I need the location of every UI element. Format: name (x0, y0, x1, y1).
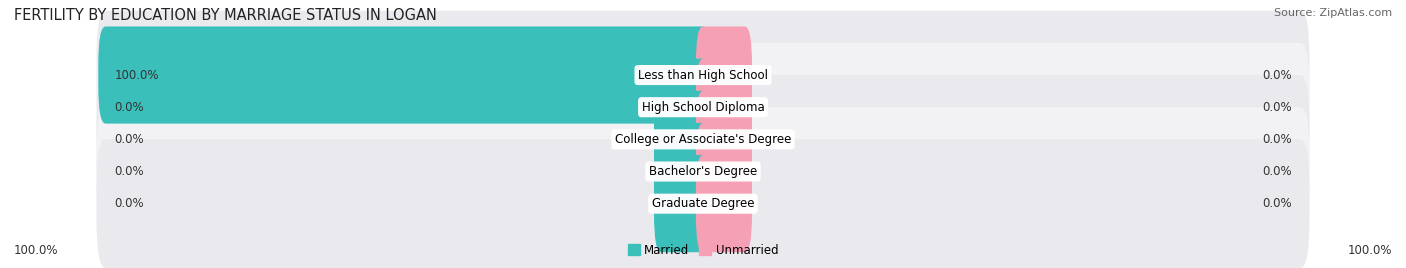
FancyBboxPatch shape (97, 11, 1309, 139)
FancyBboxPatch shape (654, 123, 710, 220)
Text: 0.0%: 0.0% (1263, 101, 1292, 114)
Text: 0.0%: 0.0% (114, 101, 143, 114)
Text: 0.0%: 0.0% (1263, 133, 1292, 146)
Text: Graduate Degree: Graduate Degree (652, 197, 754, 210)
FancyBboxPatch shape (696, 123, 752, 220)
Text: Bachelor's Degree: Bachelor's Degree (650, 165, 756, 178)
FancyBboxPatch shape (696, 91, 752, 188)
Text: High School Diploma: High School Diploma (641, 101, 765, 114)
FancyBboxPatch shape (97, 43, 1309, 172)
Text: 100.0%: 100.0% (1347, 244, 1392, 257)
Text: FERTILITY BY EDUCATION BY MARRIAGE STATUS IN LOGAN: FERTILITY BY EDUCATION BY MARRIAGE STATU… (14, 8, 437, 23)
Text: 0.0%: 0.0% (114, 197, 143, 210)
FancyBboxPatch shape (654, 91, 710, 188)
Text: 100.0%: 100.0% (114, 69, 159, 81)
FancyBboxPatch shape (97, 107, 1309, 236)
FancyBboxPatch shape (98, 27, 710, 124)
FancyBboxPatch shape (97, 139, 1309, 268)
Text: 0.0%: 0.0% (1263, 69, 1292, 81)
FancyBboxPatch shape (97, 75, 1309, 204)
FancyBboxPatch shape (654, 155, 710, 252)
Text: Source: ZipAtlas.com: Source: ZipAtlas.com (1274, 8, 1392, 18)
Text: College or Associate's Degree: College or Associate's Degree (614, 133, 792, 146)
Text: 0.0%: 0.0% (1263, 165, 1292, 178)
Text: 0.0%: 0.0% (114, 133, 143, 146)
Legend: Married, Unmarried: Married, Unmarried (628, 244, 778, 257)
Text: 100.0%: 100.0% (14, 244, 59, 257)
FancyBboxPatch shape (696, 155, 752, 252)
Text: 0.0%: 0.0% (114, 165, 143, 178)
FancyBboxPatch shape (696, 27, 752, 124)
Text: Less than High School: Less than High School (638, 69, 768, 81)
Text: 0.0%: 0.0% (1263, 197, 1292, 210)
FancyBboxPatch shape (654, 59, 710, 156)
FancyBboxPatch shape (696, 59, 752, 156)
